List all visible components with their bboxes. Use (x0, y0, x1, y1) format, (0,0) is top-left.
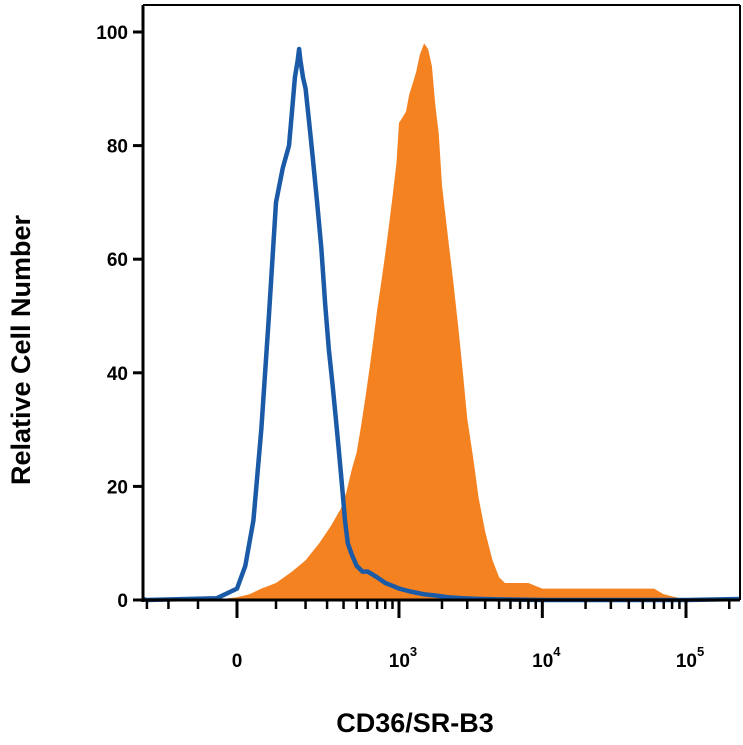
axes (133, 4, 741, 618)
y-tick-label: 100 (96, 23, 128, 44)
y-axis-label: Relative Cell Number (6, 214, 36, 485)
tick-labels: 0 20 40 60 80 100 0 103 104 105 (96, 23, 704, 672)
x-tick-label: 0 (232, 651, 243, 672)
y-tick-label: 40 (107, 364, 128, 385)
x-tick-label: 103 (389, 644, 417, 672)
series-1-line (142, 46, 741, 603)
series-0-area (212, 43, 686, 600)
y-tick-label: 80 (107, 137, 128, 158)
x-tick-label: 105 (676, 644, 704, 672)
plot-area (142, 43, 741, 603)
y-tick-label: 0 (117, 591, 128, 612)
x-axis-label: CD36/SR-B3 (336, 708, 494, 738)
y-tick-label: 20 (107, 477, 128, 498)
y-tick-label: 60 (107, 250, 128, 271)
x-tick-label: 104 (532, 644, 561, 672)
